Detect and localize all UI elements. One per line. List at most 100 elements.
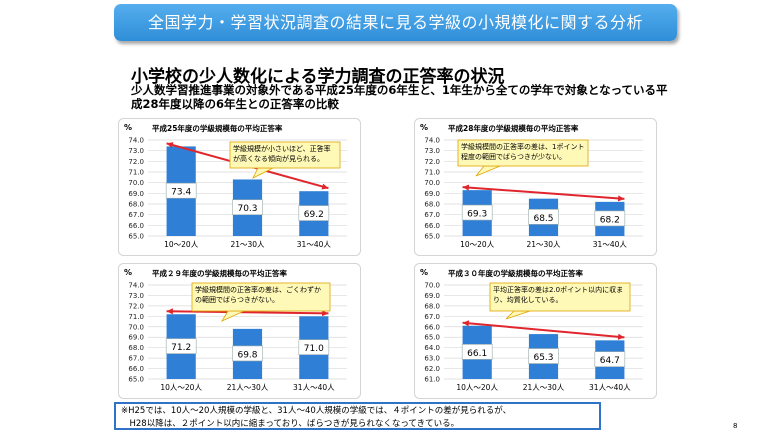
data-label: 71.2 xyxy=(171,343,191,353)
chart-svg: % 平成３０年度の学級規模毎の平均正答率 70.0 69.0 68.0 67.0 66.0 6… xyxy=(414,263,657,399)
y-tick-label: 69.0 xyxy=(128,334,144,342)
x-tick-label: 10～20人 xyxy=(164,240,199,249)
callout-text: 学級規模が小さいほど、正答率が高くなる傾向が見られる。 xyxy=(233,145,331,163)
y-tick-label: 67.0 xyxy=(128,211,144,219)
callout-text-container: 学級規模間の正答率の差は、ごくわずかの範囲でばらつきがない。 xyxy=(195,286,321,304)
y-tick-label: 73.0 xyxy=(424,147,440,155)
x-tick-label: 31人～40人 xyxy=(293,383,335,392)
chart-title: 平成３０年度の学級規模毎の平均正答率 xyxy=(448,268,583,278)
trend-arrowhead xyxy=(617,195,625,202)
chart-svg: % 平成25年度の学級規模毎の平均正答率 74.0 73.0 72.0 71.0 70.0 6… xyxy=(118,118,361,256)
data-label: 71.0 xyxy=(304,344,324,354)
chart-svg: % 平成２９年度の学級規模毎の平均正答率 74.0 73.0 72.0 71.0 70.0 6… xyxy=(118,263,361,399)
y-tick-label: 70.0 xyxy=(424,282,440,290)
y-tick-label: 72.0 xyxy=(128,302,144,310)
y-tick-label: 62.0 xyxy=(424,365,440,373)
y-tick-label: 70.0 xyxy=(128,179,144,187)
y-tick-label: 69.0 xyxy=(424,292,440,300)
chart-panel-h29: % 平成２９年度の学級規模毎の平均正答率 74.0 73.0 72.0 71.0 70.0 6… xyxy=(118,263,361,399)
chart-title: 平成28年度の学級規模毎の平均正答率 xyxy=(448,123,579,133)
callout-text-container: 平均正答率の差は2.0ポイント以内に収まり、均質化している。 xyxy=(493,286,624,304)
footnote-box: ※H25では、10人～20人規模の学級と、31人～40人規模の学級では、４ポイン… xyxy=(114,402,601,430)
y-tick-label: 67.0 xyxy=(128,355,144,363)
data-label-box xyxy=(594,351,626,367)
trend-arrowhead xyxy=(462,320,470,327)
data-label: 68.5 xyxy=(533,214,553,224)
x-tick-label: 10人～20人 xyxy=(456,383,498,392)
x-tick-label: 31～40人 xyxy=(297,240,332,249)
callout-text: 平均正答率の差は2.0ポイント以内に収まり、均質化している。 xyxy=(493,286,624,304)
y-tick-label: 64.0 xyxy=(424,344,440,352)
section-description: 少人数学習推進事業の対象外である平成25年度の6年生と、1年生から全ての学年で対… xyxy=(131,83,668,111)
chart-panel-h28: % 平成28年度の学級規模毎の平均正答率 74.0 73.0 72.0 71.0 70.0 6… xyxy=(414,118,657,256)
data-label-box xyxy=(594,210,626,227)
y-tick-label: 66.0 xyxy=(424,323,440,331)
x-tick-label: 21～30人 xyxy=(230,240,265,249)
chart-title: 平成25年度の学級規模毎の平均正答率 xyxy=(152,123,283,133)
y-tick-label: 71.0 xyxy=(424,169,440,177)
y-tick-label: 74.0 xyxy=(128,137,144,145)
y-tick-label: 71.0 xyxy=(128,169,144,177)
y-tick-label: 61.0 xyxy=(424,376,440,384)
callout-text: 学級規模間の正答率の差は、1ポイント程度の範囲でばらつきが少ない。 xyxy=(461,143,585,161)
y-tick-label: 70.0 xyxy=(128,323,144,331)
y-tick-label: 67.0 xyxy=(424,211,440,219)
x-tick-label: 10～20人 xyxy=(460,240,495,249)
x-tick-label: 31～40人 xyxy=(593,240,628,249)
chart-unit: % xyxy=(124,123,132,132)
page-number: 8 xyxy=(733,422,738,430)
callout-text-container: 学級規模が小さいほど、正答率が高くなる傾向が見られる。 xyxy=(233,145,331,163)
x-tick-label: 21～30人 xyxy=(526,240,561,249)
trend-arrow-line xyxy=(462,321,625,339)
chart-panel-h25: % 平成25年度の学級規模毎の平均正答率 74.0 73.0 72.0 71.0 70.0 6… xyxy=(118,118,361,256)
y-tick-label: 68.0 xyxy=(424,201,440,209)
y-tick-label: 72.0 xyxy=(424,158,440,166)
callout-box xyxy=(191,282,331,312)
trend-arrowhead xyxy=(322,310,329,317)
footnote-line-1: ※H25では、10人～20人規模の学級と、31人～40人規模の学級では、４ポイン… xyxy=(121,406,512,416)
chart-svg: % 平成28年度の学級規模毎の平均正答率 74.0 73.0 72.0 71.0 70.0 6… xyxy=(414,118,657,256)
data-label: 70.3 xyxy=(237,204,257,214)
y-tick-label: 63.0 xyxy=(424,355,440,363)
data-label-box xyxy=(298,205,330,221)
data-label-box xyxy=(528,348,559,364)
data-label: 68.2 xyxy=(600,215,620,225)
y-tick-label: 69.0 xyxy=(424,190,440,198)
y-tick-label: 73.0 xyxy=(128,147,144,155)
data-label-box xyxy=(298,339,330,355)
callout-box xyxy=(489,282,631,312)
data-label: 69.8 xyxy=(237,350,257,360)
y-tick-label: 67.0 xyxy=(424,313,440,321)
title-banner: 全国学力・学習状況調査の結果に見る学級の小規模化に関する分析 xyxy=(114,4,677,41)
callout-text-container: 学級規模間の正答率の差は、1ポイント程度の範囲でばらつきが少ない。 xyxy=(461,143,585,161)
data-label-box xyxy=(461,204,493,221)
data-label: 64.7 xyxy=(600,356,620,366)
x-tick-label: 10人～20人 xyxy=(160,383,202,392)
footnote-line-2: H28以降は、２ポイント以内に縮まっており、ばらつきが見られなくなってきている。 xyxy=(121,419,460,429)
data-label-box xyxy=(232,199,263,216)
y-tick-label: 73.0 xyxy=(128,292,144,300)
y-tick-label: 68.0 xyxy=(424,302,440,310)
data-label-box xyxy=(528,209,559,225)
x-tick-label: 21人～30人 xyxy=(227,383,269,392)
y-tick-label: 74.0 xyxy=(424,137,440,145)
trend-arrowhead xyxy=(166,308,173,315)
callout-box xyxy=(229,141,341,169)
data-label: 73.4 xyxy=(171,188,191,198)
y-tick-label: 65.0 xyxy=(128,233,144,241)
data-label-box xyxy=(461,344,493,360)
data-label: 65.3 xyxy=(533,353,553,363)
trend-arrowhead xyxy=(166,142,174,149)
y-tick-label: 65.0 xyxy=(424,334,440,342)
y-tick-label: 69.0 xyxy=(128,190,144,198)
data-label-box xyxy=(165,182,197,199)
y-tick-label: 65.0 xyxy=(128,376,144,384)
y-tick-label: 72.0 xyxy=(128,158,144,166)
callout-box xyxy=(457,139,589,167)
y-tick-label: 74.0 xyxy=(128,282,144,290)
chart-title: 平成２９年度の学級規模毎の平均正答率 xyxy=(152,268,287,278)
chart-panel-h30: % 平成３０年度の学級規模毎の平均正答率 70.0 69.0 68.0 67.0 66.0 6… xyxy=(414,263,657,399)
trend-arrow-line xyxy=(166,310,329,315)
y-tick-label: 66.0 xyxy=(128,222,144,230)
x-tick-label: 21人～30人 xyxy=(523,383,565,392)
